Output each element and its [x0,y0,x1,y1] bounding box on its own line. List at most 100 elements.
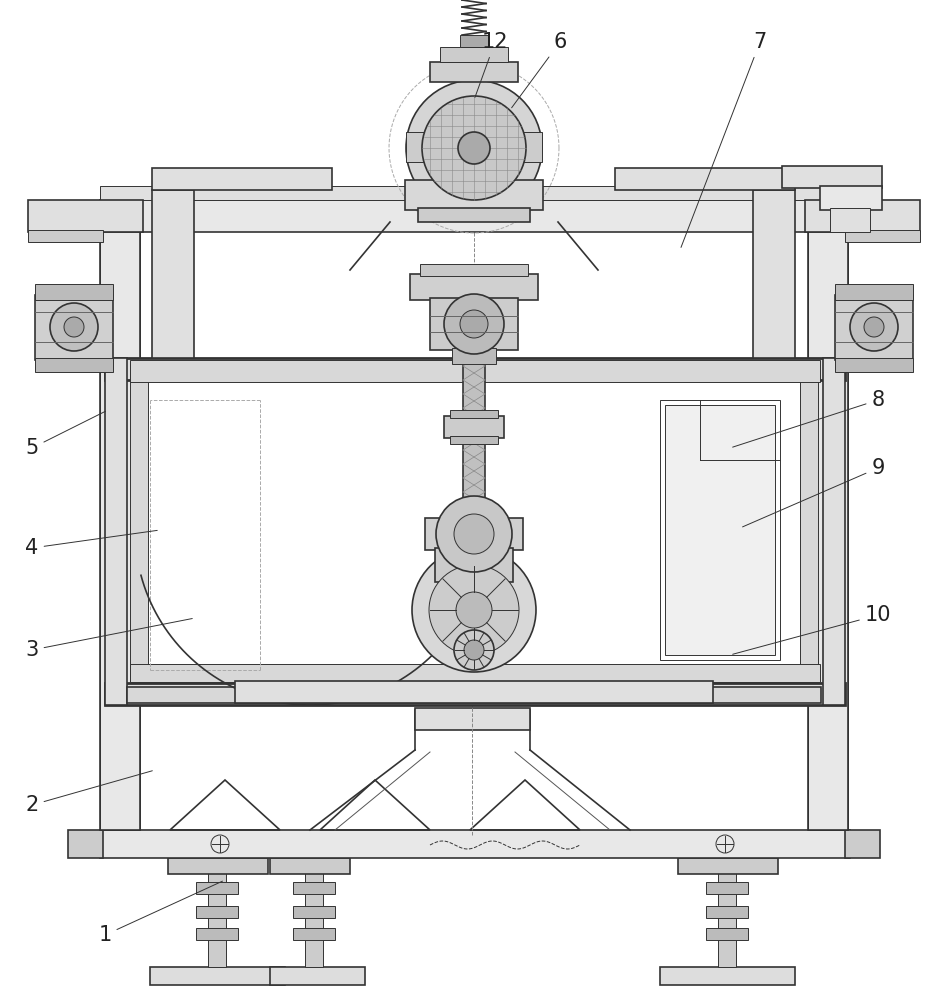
Bar [808,230,848,830]
Bar [718,872,736,967]
Text: 2: 2 [26,771,153,815]
Bar [196,906,238,918]
Bar [615,168,795,190]
Bar [450,436,498,444]
Bar [130,362,148,682]
Bar [150,967,285,985]
Bar [808,230,848,830]
Bar [706,906,748,918]
Bar [450,410,498,418]
Bar [208,872,226,967]
Bar [100,230,140,830]
Circle shape [454,514,494,554]
Text: 7: 7 [681,32,767,247]
Circle shape [460,310,488,338]
Bar [35,295,113,360]
Circle shape [436,496,512,572]
Bar [820,186,882,210]
Text: 8: 8 [733,390,884,447]
Text: 4: 4 [26,530,158,558]
Bar [463,298,485,590]
Bar [28,230,103,242]
Bar [100,830,850,858]
Bar [235,681,713,703]
Bar [835,358,913,372]
Bar [196,928,238,940]
Bar [800,362,818,682]
Bar [678,858,778,874]
Bar [105,358,845,380]
Bar [753,190,795,358]
Circle shape [412,548,536,672]
Bar [430,298,518,350]
Bar [270,967,365,985]
Circle shape [864,317,884,337]
Bar [835,284,913,300]
Bar [805,200,920,232]
Bar [440,47,508,62]
Bar [406,132,542,162]
Bar [152,168,332,190]
Bar [293,928,335,940]
Bar [405,180,543,210]
Bar [105,358,127,705]
Text: 5: 5 [26,411,105,458]
Bar [293,882,335,894]
Text: 9: 9 [742,458,884,527]
Bar [270,858,350,874]
Bar [660,967,795,985]
Bar [305,872,323,967]
Bar [665,405,775,655]
Text: 3: 3 [26,619,193,660]
Text: 1: 1 [99,881,222,945]
Bar [35,358,113,372]
Bar [430,62,518,82]
Bar [415,708,530,730]
Circle shape [444,294,504,354]
Circle shape [458,132,490,164]
Bar [68,830,103,858]
Text: 12: 12 [474,32,509,97]
Bar [152,190,194,358]
Bar [460,35,488,47]
Bar [410,274,538,300]
Circle shape [64,317,84,337]
Bar [835,295,913,360]
Bar [100,200,850,232]
Circle shape [422,96,526,200]
Bar [35,284,113,300]
Circle shape [454,630,494,670]
Bar [452,348,496,364]
Bar [435,548,513,582]
Circle shape [406,80,542,216]
Bar [418,208,530,222]
Circle shape [850,303,898,351]
Bar [100,230,140,830]
Bar [420,264,528,276]
Bar [105,683,845,705]
Bar [444,416,504,438]
Bar [823,358,845,705]
Text: 10: 10 [733,605,891,654]
Bar [425,518,523,550]
Bar [830,208,870,232]
Bar [130,360,820,382]
Bar [130,664,820,682]
Bar [845,830,880,858]
Circle shape [429,565,519,655]
Bar [100,186,850,200]
Bar [196,882,238,894]
Bar [706,928,748,940]
Bar [706,882,748,894]
Bar [127,687,821,703]
Circle shape [50,303,98,351]
Bar [660,400,780,660]
Bar [28,200,143,232]
Bar [845,230,920,242]
Text: 6: 6 [512,32,567,108]
Circle shape [464,640,484,660]
Circle shape [456,592,492,628]
Bar [293,906,335,918]
Bar [168,858,268,874]
Bar [782,166,882,188]
